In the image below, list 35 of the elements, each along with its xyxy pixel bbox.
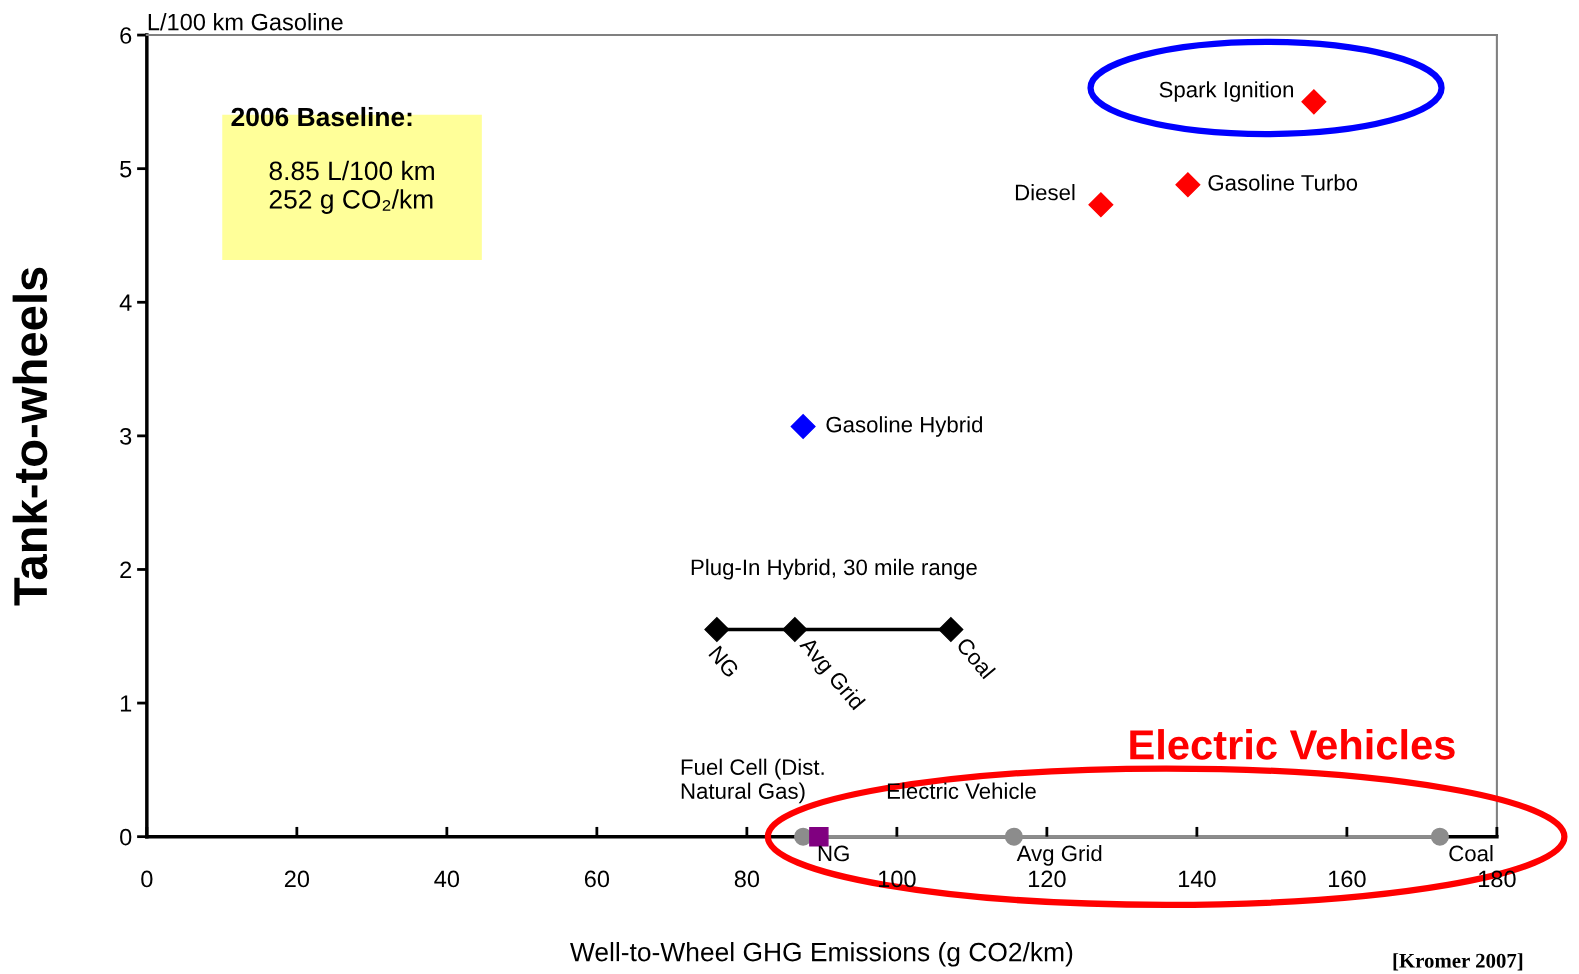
x-tick-label: 20: [284, 870, 310, 888]
y-tick-label: 0: [120, 828, 132, 846]
y-tick-label: 3: [120, 427, 132, 445]
annotation: NG: [818, 845, 849, 862]
annotation: Gasoline Turbo: [1208, 174, 1358, 191]
annotation: Avg Grid: [1016, 845, 1102, 866]
x-tick-label: 120: [1028, 870, 1066, 888]
annotation: Coal: [1449, 845, 1493, 862]
x-tick-label: 80: [734, 870, 760, 888]
x-tick-label: 100: [878, 870, 916, 888]
text: [Kromer 2007]: [1393, 953, 1523, 971]
x-tick-label: 60: [584, 870, 610, 888]
y-tick-label: 2: [120, 561, 132, 579]
annotation: Fuel Cell (Dist. Natural Gas): [681, 758, 824, 804]
x-tick-label: 0: [141, 870, 153, 888]
x-axis-title: Well-to-Wheel GHG Emissions (g CO2/km): [570, 942, 1073, 967]
text: L/100 km Gasoline: [148, 13, 343, 31]
y-axis-title: Tank-to-wheels: [12, 267, 48, 606]
annotation: Electric Vehicles: [1130, 729, 1455, 760]
annotation: Electric Vehicle: [887, 782, 1036, 799]
x-tick-label: 160: [1328, 870, 1366, 888]
x-tick-label: 40: [434, 870, 460, 888]
annotation: Spark Ignition: [1159, 81, 1294, 102]
annotation: Plug-In Hybrid, 30 mile range: [691, 558, 977, 580]
annotation: 8.85 L/100 km 252 g CO₂/km: [269, 160, 434, 214]
y-tick-label: 6: [120, 27, 132, 44]
y-tick-label: 5: [120, 160, 132, 178]
y-tick-label: 1: [120, 695, 132, 712]
annotation: Avg Grid: [795, 635, 866, 714]
annotation: Gasoline Hybrid: [826, 416, 982, 437]
annotation: Diesel: [1015, 184, 1075, 201]
annotation: NG: [708, 645, 740, 679]
annotation: 2006 Baseline:: [231, 106, 412, 127]
y-tick-label: 4: [119, 294, 132, 311]
x-tick-label: 140: [1178, 870, 1216, 888]
